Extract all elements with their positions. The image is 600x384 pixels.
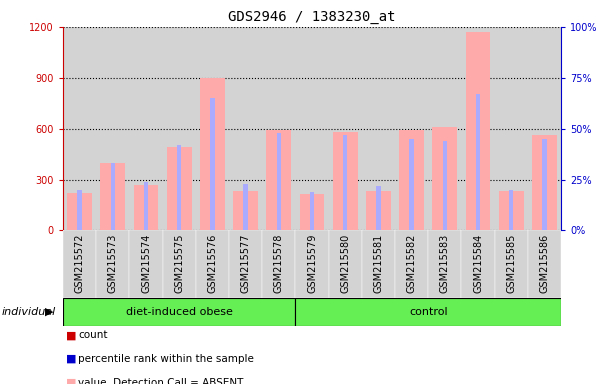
Text: GSM215581: GSM215581 xyxy=(373,234,383,293)
Bar xyxy=(362,27,395,230)
Text: GSM215577: GSM215577 xyxy=(241,234,251,293)
Bar xyxy=(399,130,424,230)
Bar xyxy=(67,193,92,230)
Bar xyxy=(310,192,314,230)
Bar xyxy=(494,27,528,230)
Bar xyxy=(229,27,262,230)
Bar xyxy=(63,230,96,298)
Bar xyxy=(96,230,130,298)
Bar xyxy=(542,139,547,230)
Bar xyxy=(433,127,457,230)
Text: GSM215574: GSM215574 xyxy=(141,234,151,293)
Bar xyxy=(144,182,148,230)
Bar xyxy=(134,185,158,230)
Bar xyxy=(163,27,196,230)
Text: GSM215576: GSM215576 xyxy=(208,234,217,293)
Title: GDS2946 / 1383230_at: GDS2946 / 1383230_at xyxy=(228,10,396,25)
Text: control: control xyxy=(409,307,448,317)
Bar xyxy=(163,230,196,298)
Bar xyxy=(499,190,524,230)
Bar xyxy=(196,27,229,230)
Text: ▶: ▶ xyxy=(45,307,53,317)
Text: GSM215579: GSM215579 xyxy=(307,234,317,293)
Text: individual: individual xyxy=(1,307,55,317)
Text: GSM215572: GSM215572 xyxy=(74,234,85,293)
Bar xyxy=(130,230,163,298)
Bar xyxy=(266,130,291,230)
Text: GSM215573: GSM215573 xyxy=(108,234,118,293)
Bar xyxy=(63,298,295,326)
Text: ■: ■ xyxy=(66,378,77,384)
Bar xyxy=(100,162,125,230)
Bar xyxy=(409,139,414,230)
Bar xyxy=(333,132,358,230)
Bar xyxy=(395,27,428,230)
Bar xyxy=(233,191,258,230)
Bar xyxy=(532,136,557,230)
Text: count: count xyxy=(78,330,107,340)
Text: diet-induced obese: diet-induced obese xyxy=(126,307,233,317)
Text: GSM215580: GSM215580 xyxy=(340,234,350,293)
Text: percentile rank within the sample: percentile rank within the sample xyxy=(78,354,254,364)
Bar xyxy=(110,163,115,230)
Bar xyxy=(428,27,461,230)
Bar xyxy=(295,27,329,230)
Bar xyxy=(96,27,130,230)
Bar xyxy=(229,230,262,298)
Bar xyxy=(528,27,561,230)
Bar xyxy=(428,230,461,298)
Bar xyxy=(244,184,248,230)
Text: GSM215583: GSM215583 xyxy=(440,234,450,293)
Bar xyxy=(262,230,295,298)
Bar xyxy=(366,191,391,230)
Bar xyxy=(376,185,380,230)
Bar xyxy=(329,230,362,298)
Bar xyxy=(466,32,490,230)
Bar xyxy=(461,230,494,298)
Bar xyxy=(343,135,347,230)
Text: GSM215578: GSM215578 xyxy=(274,234,284,293)
Text: GSM215584: GSM215584 xyxy=(473,234,483,293)
Bar xyxy=(295,230,329,298)
Bar xyxy=(295,298,561,326)
Bar xyxy=(329,27,362,230)
Bar xyxy=(395,230,428,298)
Text: ■: ■ xyxy=(66,354,77,364)
Bar xyxy=(443,141,447,230)
Bar xyxy=(196,230,229,298)
Bar xyxy=(130,27,163,230)
Bar xyxy=(476,94,480,230)
Bar xyxy=(299,194,325,230)
Bar xyxy=(461,27,494,230)
Bar xyxy=(494,230,528,298)
Bar xyxy=(63,27,96,230)
Text: GSM215575: GSM215575 xyxy=(174,234,184,293)
Text: value, Detection Call = ABSENT: value, Detection Call = ABSENT xyxy=(78,378,244,384)
Text: ■: ■ xyxy=(66,330,77,340)
Bar xyxy=(362,230,395,298)
Bar xyxy=(177,145,181,230)
Bar xyxy=(200,78,225,230)
Bar xyxy=(167,147,191,230)
Text: GSM215582: GSM215582 xyxy=(407,234,416,293)
Text: GSM215586: GSM215586 xyxy=(539,234,550,293)
Bar xyxy=(528,230,561,298)
Bar xyxy=(77,190,82,230)
Bar xyxy=(262,27,295,230)
Bar xyxy=(210,98,215,230)
Bar xyxy=(509,190,514,230)
Text: GSM215585: GSM215585 xyxy=(506,234,516,293)
Bar xyxy=(277,133,281,230)
